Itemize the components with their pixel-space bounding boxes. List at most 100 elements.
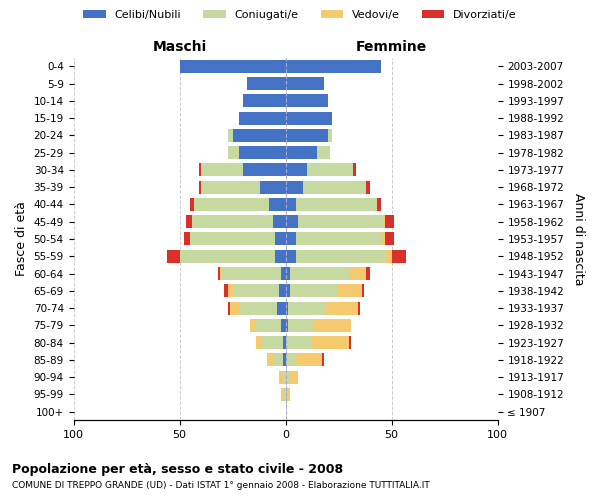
Bar [179,60,286,73]
Bar [296,232,381,245]
Bar [192,215,273,228]
Bar [199,180,201,194]
Bar [256,319,281,332]
Bar [239,146,286,159]
Bar [275,250,286,262]
Bar [288,388,290,401]
Bar [273,215,286,228]
Bar [190,198,194,211]
Legend: Celibi/Nubili, Coniugati/e, Vedovi/e, Divorziati/e: Celibi/Nubili, Coniugati/e, Vedovi/e, Di… [79,6,521,25]
Bar [286,388,288,401]
Bar [286,198,296,211]
Bar [250,319,256,332]
Bar [286,232,296,245]
Bar [224,284,229,297]
Bar [247,77,286,90]
Text: Popolazione per età, sesso e stato civile - 2008: Popolazione per età, sesso e stato civil… [12,462,343,475]
Bar [273,354,283,366]
Bar [286,60,381,73]
Bar [243,164,286,176]
Bar [283,370,286,384]
Bar [286,336,311,349]
Bar [279,284,286,297]
Bar [296,250,385,262]
Bar [296,354,322,366]
Bar [184,232,190,245]
Bar [233,129,286,142]
Bar [201,180,260,194]
Bar [281,388,283,401]
Bar [358,302,360,314]
Text: Femmine: Femmine [356,40,427,54]
Bar [286,112,332,124]
Bar [286,146,317,159]
Bar [286,354,296,366]
Bar [349,336,352,349]
Bar [381,232,385,245]
Bar [179,250,275,262]
Bar [239,112,286,124]
Bar [281,319,286,332]
Bar [229,146,239,159]
Bar [296,198,377,211]
Bar [317,146,330,159]
Bar [199,164,201,176]
Bar [311,336,349,349]
Bar [229,302,230,314]
Bar [313,319,352,332]
Bar [286,284,290,297]
Bar [337,284,362,297]
Bar [262,336,283,349]
Bar [275,232,286,245]
Bar [243,94,286,108]
Bar [239,302,277,314]
Bar [328,129,332,142]
Y-axis label: Fasce di età: Fasce di età [15,202,28,276]
Bar [277,302,286,314]
Bar [229,129,233,142]
Bar [286,164,307,176]
Bar [256,336,262,349]
Bar [286,129,328,142]
Bar [286,94,328,108]
Bar [283,388,286,401]
Y-axis label: Anni di nascita: Anni di nascita [572,192,585,285]
Bar [167,250,179,262]
Bar [260,180,286,194]
Bar [385,250,392,262]
Bar [286,302,288,314]
Text: COMUNE DI TREPPO GRANDE (UD) - Dati ISTAT 1° gennaio 2008 - Elaborazione TUTTITA: COMUNE DI TREPPO GRANDE (UD) - Dati ISTA… [12,481,430,490]
Bar [281,267,286,280]
Bar [222,267,281,280]
Bar [286,215,298,228]
Bar [353,164,356,176]
Bar [298,215,383,228]
Bar [366,267,370,280]
Bar [233,284,279,297]
Bar [283,336,286,349]
Bar [266,354,273,366]
Text: Maschi: Maschi [152,40,206,54]
Bar [366,180,370,194]
Bar [218,267,220,280]
Bar [230,302,239,314]
Bar [201,164,243,176]
Bar [290,284,337,297]
Bar [269,198,286,211]
Bar [220,267,222,280]
Bar [286,250,296,262]
Bar [290,267,349,280]
Bar [392,250,406,262]
Bar [288,302,326,314]
Bar [362,284,364,297]
Bar [326,302,358,314]
Bar [322,354,324,366]
Bar [229,284,233,297]
Bar [290,370,298,384]
Bar [383,215,385,228]
Bar [288,319,313,332]
Bar [385,215,394,228]
Bar [349,267,366,280]
Bar [279,370,283,384]
Bar [286,267,290,280]
